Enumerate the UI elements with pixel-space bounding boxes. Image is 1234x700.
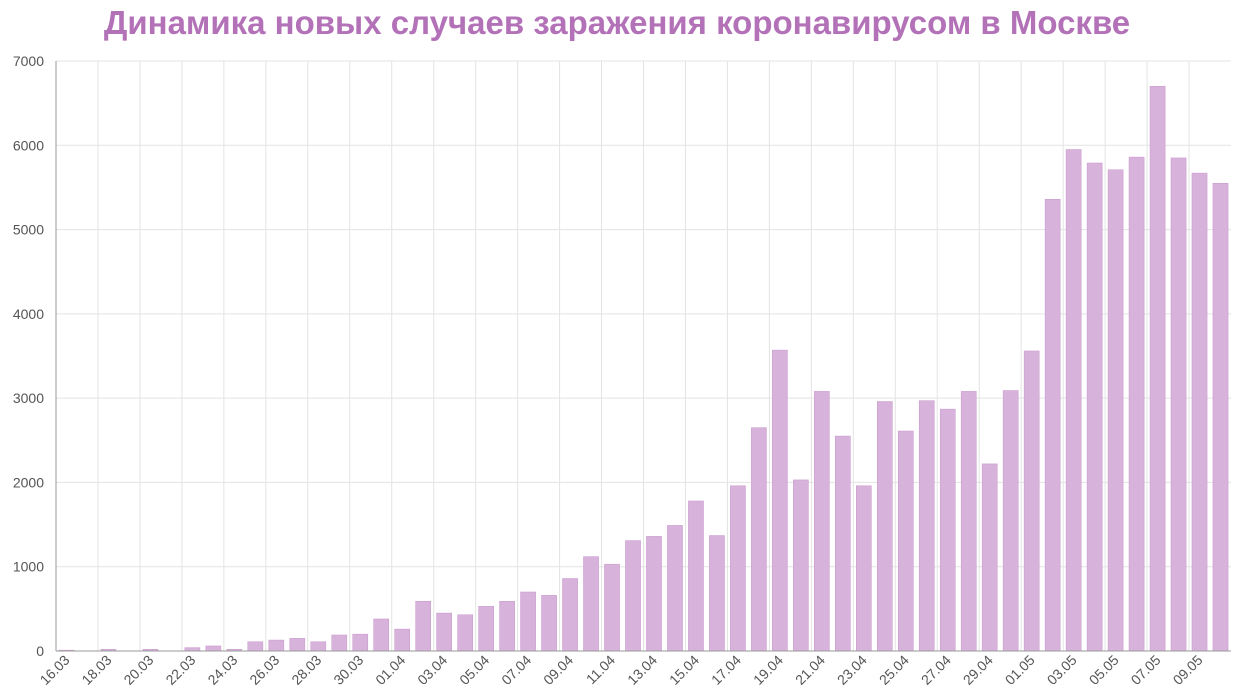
x-tick-label: 29.04 xyxy=(960,652,996,688)
bar-28.04 xyxy=(960,391,977,652)
bar-14.04 xyxy=(667,525,683,652)
bar-02.05 xyxy=(1044,198,1061,652)
bar-23.04 xyxy=(856,485,872,652)
y-tick-label: 1000 xyxy=(13,559,44,575)
y-tick-label: 6000 xyxy=(13,137,44,153)
bar-03.04 xyxy=(436,612,452,652)
x-axis-labels: 16.03 18.03 20.03 22.03 24.03 26.03 28.03 30.03… xyxy=(37,652,1206,688)
bar-06.05 xyxy=(1128,156,1145,652)
bar-21.04 xyxy=(814,391,830,652)
bar-03.05 xyxy=(1065,149,1082,652)
bar-13.04 xyxy=(646,536,662,652)
x-tick-label: 19.04 xyxy=(750,652,786,688)
bar-15.04 xyxy=(688,500,704,652)
x-tick-label: 22.03 xyxy=(162,652,198,688)
bar-10.04 xyxy=(583,556,599,652)
x-tick-label: 13.04 xyxy=(624,652,660,688)
x-tick-label: 09.04 xyxy=(540,652,576,688)
x-tick-label: 25.04 xyxy=(876,652,912,688)
bar-06.04 xyxy=(499,601,515,652)
bar-19.04 xyxy=(772,349,788,652)
bar-25.03 xyxy=(247,641,264,652)
y-tick-label: 4000 xyxy=(13,306,44,322)
x-tick-label: 24.03 xyxy=(204,652,240,688)
x-tick-label: 05.05 xyxy=(1086,652,1122,688)
axes xyxy=(55,61,1231,652)
x-tick-label: 11.04 xyxy=(583,652,619,688)
y-tick-label: 2000 xyxy=(13,474,44,490)
x-tick-label: 30.03 xyxy=(330,652,366,688)
bar-07.04 xyxy=(520,591,536,652)
bar-08.05 xyxy=(1170,157,1187,652)
x-tick-label: 03.05 xyxy=(1044,652,1080,688)
bar-26.04 xyxy=(918,400,935,652)
bar-17.04 xyxy=(730,485,746,652)
bar-02.04 xyxy=(415,601,431,652)
bar-28.03 xyxy=(310,641,327,652)
bar-09.04 xyxy=(562,578,578,652)
x-tick-label: 03.04 xyxy=(414,652,450,688)
bar-22.04 xyxy=(835,435,851,652)
bar-10.05 xyxy=(1212,182,1229,652)
bar-30.04 xyxy=(1002,390,1019,652)
bar-23.03 xyxy=(205,645,222,652)
x-tick-label: 17.04 xyxy=(708,652,744,688)
bar-11.04 xyxy=(604,563,620,652)
y-tick-label: 5000 xyxy=(13,222,44,238)
bar-22.03 xyxy=(184,647,201,652)
bar-26.03 xyxy=(268,639,285,652)
bar-16.04 xyxy=(709,535,725,652)
bar-04.05 xyxy=(1086,162,1103,652)
x-tick-label: 09.05 xyxy=(1170,652,1206,688)
bar-25.04 xyxy=(897,430,914,652)
bar-31.03 xyxy=(373,618,390,652)
bar-18.04 xyxy=(751,427,767,652)
x-tick-label: 21.04 xyxy=(792,652,828,688)
bar-05.05 xyxy=(1107,169,1124,652)
x-tick-label: 01.05 xyxy=(1002,652,1038,688)
x-tick-label: 20.03 xyxy=(120,652,156,688)
y-axis-labels: 0 1000 2000 3000 4000 5000 6000 7000 xyxy=(13,53,44,659)
bar-12.04 xyxy=(625,540,641,652)
chart-title: Динамика новых случаев заражения коронав… xyxy=(103,4,1131,41)
bar-30.03 xyxy=(352,633,369,652)
bar-07.05 xyxy=(1149,86,1166,652)
x-tick-label: 26.03 xyxy=(246,652,282,688)
bar-01.05 xyxy=(1023,350,1040,652)
bar-27.03 xyxy=(289,638,306,652)
bar-05.04 xyxy=(478,606,494,652)
bar-08.04 xyxy=(541,595,557,652)
x-tick-label: 07.04 xyxy=(498,652,534,688)
x-tick-label: 28.03 xyxy=(288,652,324,688)
bar-29.04 xyxy=(981,463,998,652)
x-tick-label: 23.04 xyxy=(834,652,870,688)
x-tick-label: 27.04 xyxy=(918,652,954,688)
bar-29.03 xyxy=(331,634,348,652)
bar-27.04 xyxy=(939,408,956,652)
bar-04.04 xyxy=(457,614,473,652)
x-tick-label: 18.03 xyxy=(78,652,114,688)
bar-24.04 xyxy=(876,401,893,652)
x-tick-label: 01.04 xyxy=(372,652,408,688)
x-tick-label: 05.04 xyxy=(456,652,492,688)
y-tick-label: 7000 xyxy=(13,53,44,69)
y-tick-label: 3000 xyxy=(13,390,44,406)
bar-01.04 xyxy=(394,628,411,652)
bar-20.04 xyxy=(793,479,809,652)
x-tick-label: 15.04 xyxy=(666,652,702,688)
x-tick-label: 07.05 xyxy=(1128,652,1164,688)
bar-09.05 xyxy=(1191,172,1208,652)
y-tick-label: 0 xyxy=(36,643,44,659)
